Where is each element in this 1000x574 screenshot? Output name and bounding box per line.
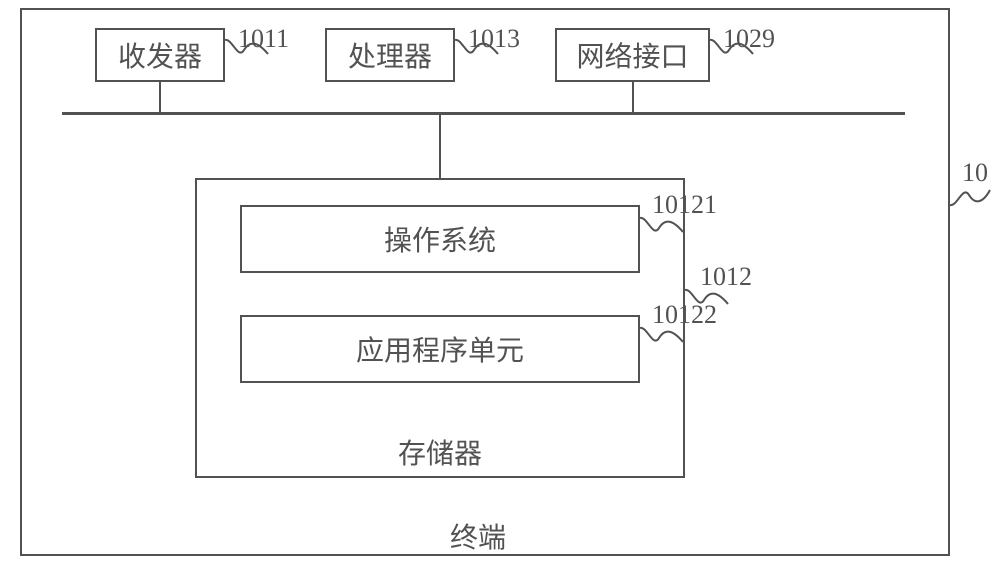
os-box: 操作系统 [240,205,640,273]
memory-drop [439,114,441,178]
terminal-num: 10 [962,158,988,188]
netif-num: 1029 [723,24,775,54]
transceiver-drop [159,82,161,112]
bus-line [62,112,905,115]
app-num: 10122 [652,300,717,330]
memory-label: 存储器 [398,432,482,472]
os-num: 10121 [652,190,717,220]
transceiver-box: 收发器 [95,28,225,82]
netif-drop [632,82,634,112]
diagram-canvas: 终端 收发器 1011 处理器 1013 网络接口 1029 存储器 1012 … [0,0,1000,574]
processor-box: 处理器 [325,28,455,82]
processor-num: 1013 [468,24,520,54]
terminal-label: 终端 [450,516,506,556]
os-label: 操作系统 [384,219,496,259]
transceiver-num: 1011 [238,24,289,54]
app-box: 应用程序单元 [240,315,640,383]
app-label: 应用程序单元 [356,329,524,369]
netif-box: 网络接口 [555,28,710,82]
netif-label: 网络接口 [576,35,688,75]
transceiver-label: 收发器 [118,35,202,75]
processor-label: 处理器 [348,35,432,75]
memory-num: 1012 [700,262,752,292]
